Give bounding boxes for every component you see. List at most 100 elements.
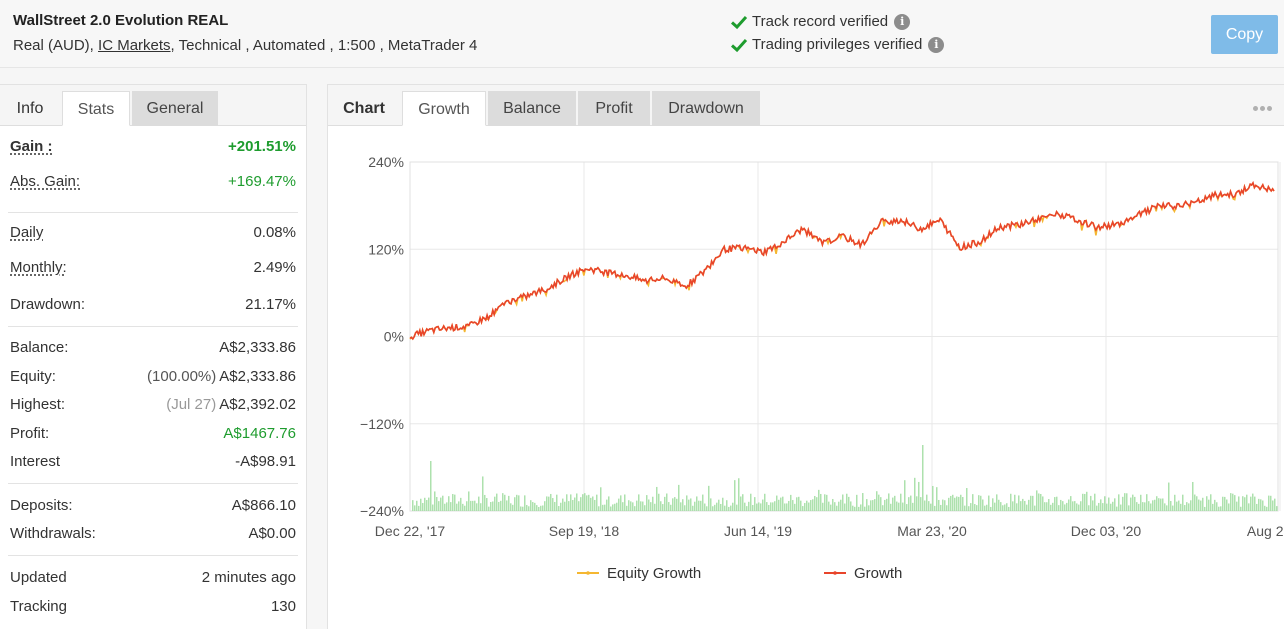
volume-bar bbox=[736, 504, 738, 511]
info-icon[interactable]: i bbox=[894, 13, 911, 30]
legend-marker bbox=[586, 571, 590, 575]
system-header: WallStreet 2.0 Evolution REAL Real (AUD)… bbox=[0, 0, 1284, 68]
tab-growth[interactable]: Growth bbox=[402, 91, 486, 126]
volume-bar bbox=[1162, 498, 1164, 511]
volume-bar bbox=[602, 504, 604, 511]
volume-bar bbox=[1102, 503, 1104, 511]
volume-bar bbox=[1086, 491, 1088, 511]
volume-bar bbox=[902, 502, 904, 511]
stats-panel: Info Stats General Gain : +201.51% Abs. … bbox=[0, 84, 307, 629]
volume-bar bbox=[686, 495, 688, 511]
monthly-label[interactable]: Monthly: bbox=[10, 259, 67, 276]
volume-bar bbox=[756, 503, 758, 511]
volume-bar bbox=[1158, 498, 1160, 511]
volume-bar bbox=[984, 505, 986, 511]
tab-info[interactable]: Info bbox=[16, 100, 44, 117]
volume-bar bbox=[730, 505, 732, 511]
withdrawals-label: Withdrawals: bbox=[10, 525, 96, 542]
volume-bar bbox=[1170, 500, 1172, 511]
volume-bar bbox=[694, 501, 696, 511]
volume-bar bbox=[516, 494, 518, 511]
profit-value: A$1467.76 bbox=[223, 425, 296, 442]
volume-bar bbox=[586, 495, 588, 511]
volume-bar bbox=[504, 494, 506, 511]
tab-balance[interactable]: Balance bbox=[488, 91, 576, 126]
volume-bar bbox=[1042, 496, 1044, 511]
volume-bar bbox=[868, 505, 870, 511]
volume-bar bbox=[1180, 503, 1182, 511]
volume-bar bbox=[898, 502, 900, 511]
volume-bar bbox=[626, 505, 628, 511]
gain-label[interactable]: Gain : bbox=[10, 138, 53, 155]
volume-bar bbox=[642, 501, 644, 511]
volume-bar bbox=[986, 504, 988, 511]
volume-bar bbox=[1266, 506, 1268, 511]
volume-bar bbox=[1034, 505, 1036, 511]
volume-bar bbox=[1130, 497, 1132, 511]
volume-bar bbox=[658, 493, 660, 511]
divider bbox=[8, 326, 298, 327]
volume-bar bbox=[804, 503, 806, 511]
deposits-value: A$866.10 bbox=[231, 497, 296, 514]
volume-bar bbox=[856, 494, 858, 511]
volume-bar bbox=[848, 496, 850, 511]
volume-bar bbox=[1232, 493, 1234, 511]
volume-bar bbox=[920, 497, 922, 511]
volume-bar bbox=[536, 505, 538, 511]
volume-bar bbox=[858, 506, 860, 511]
volume-bar bbox=[1054, 497, 1056, 511]
broker-link[interactable]: IC Markets bbox=[98, 37, 171, 54]
volume-bar bbox=[462, 503, 464, 511]
highest-date: (Jul 27) bbox=[166, 396, 217, 413]
volume-bar bbox=[426, 500, 428, 511]
volume-bar bbox=[1146, 494, 1148, 511]
volume-bar bbox=[1096, 505, 1098, 511]
volume-bar bbox=[446, 502, 448, 511]
updated-label: Updated bbox=[10, 569, 67, 586]
volume-bar bbox=[814, 495, 816, 511]
tab-chart[interactable]: Chart bbox=[343, 100, 385, 117]
volume-bar bbox=[1062, 501, 1064, 511]
volume-bar bbox=[650, 502, 652, 511]
more-options-icon[interactable] bbox=[1253, 98, 1277, 111]
volume-bar bbox=[612, 504, 614, 511]
volume-bar bbox=[912, 502, 914, 511]
volume-bar bbox=[944, 500, 946, 511]
volume-bar bbox=[412, 500, 414, 511]
volume-bar bbox=[454, 494, 456, 511]
volume-bar bbox=[740, 496, 742, 511]
profit-label: Profit: bbox=[10, 425, 50, 442]
abs-gain-label[interactable]: Abs. Gain: bbox=[10, 173, 81, 190]
volume-bar bbox=[1190, 500, 1192, 511]
volume-bar bbox=[422, 503, 424, 511]
volume-bar bbox=[1244, 497, 1246, 511]
tab-profit[interactable]: Profit bbox=[578, 91, 650, 126]
equity-label: Equity: bbox=[10, 368, 56, 385]
volume-bar bbox=[1208, 499, 1210, 511]
volume-bar bbox=[480, 503, 482, 511]
volume-bars bbox=[412, 445, 1278, 511]
volume-bar bbox=[774, 501, 776, 511]
volume-bar bbox=[526, 504, 528, 511]
volume-bar bbox=[1056, 496, 1058, 511]
volume-bar bbox=[1040, 493, 1042, 511]
volume-bar bbox=[1078, 504, 1080, 511]
volume-bar bbox=[772, 502, 774, 511]
volume-bar bbox=[998, 499, 1000, 511]
volume-bar bbox=[760, 503, 762, 511]
tab-drawdown[interactable]: Drawdown bbox=[652, 91, 760, 126]
volume-bar bbox=[488, 506, 490, 511]
volume-bar bbox=[1136, 502, 1138, 511]
volume-bar bbox=[1184, 505, 1186, 511]
tab-general[interactable]: General bbox=[132, 91, 218, 126]
copy-button[interactable]: Copy bbox=[1211, 15, 1278, 54]
volume-bar bbox=[960, 494, 962, 511]
volume-bar bbox=[952, 494, 954, 511]
growth-lines bbox=[409, 180, 1275, 341]
stat-drawdown: Drawdown: 21.17% bbox=[10, 296, 296, 313]
tab-stats[interactable]: Stats bbox=[62, 91, 130, 126]
volume-bar bbox=[436, 496, 438, 511]
daily-label[interactable]: Daily bbox=[10, 224, 44, 241]
volume-bar bbox=[1116, 506, 1118, 511]
info-icon[interactable]: i bbox=[928, 36, 945, 53]
